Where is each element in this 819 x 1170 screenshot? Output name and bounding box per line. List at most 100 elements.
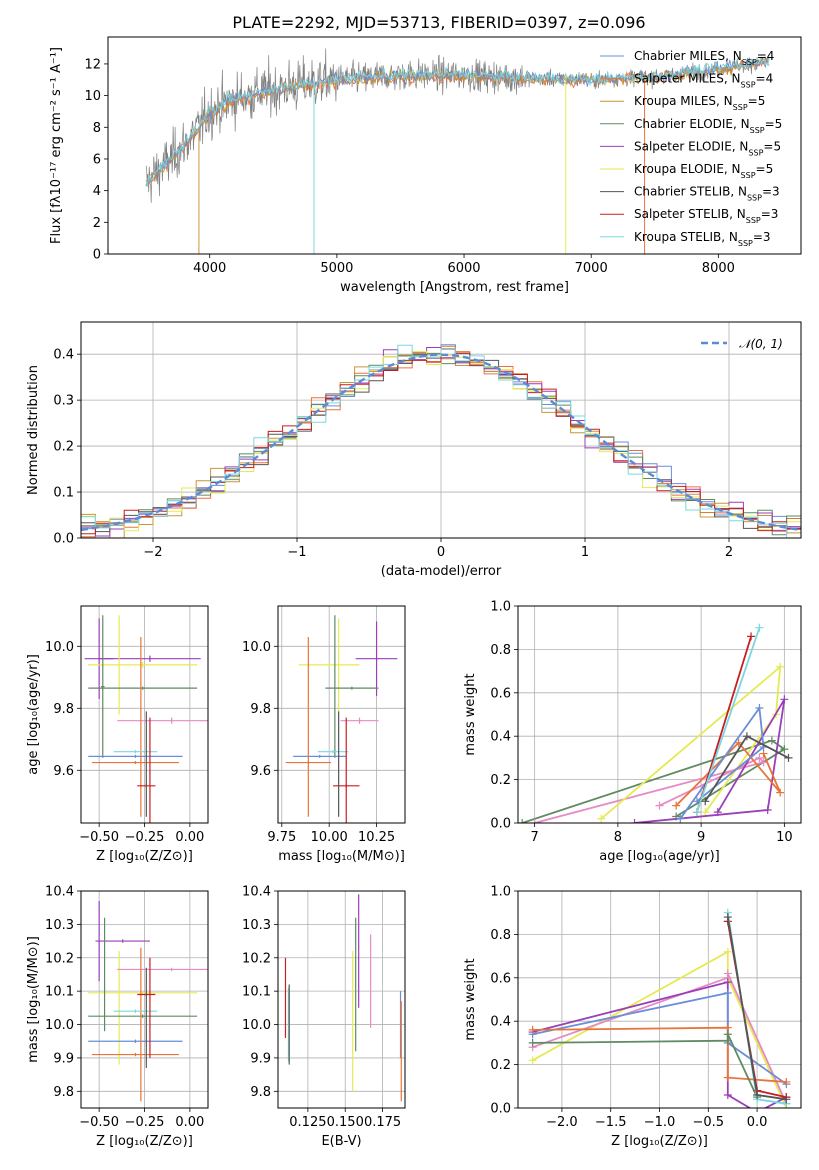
x-tick-label: −2.0 <box>546 1115 578 1130</box>
weight-marker <box>782 1095 791 1104</box>
y-tick-label: 4 <box>93 184 101 199</box>
mass-vs-ebv-panel: 0.125 0.150 0.175 9.8 9.9 10.0 10.1 10.2 10.3 10.… <box>242 885 406 1149</box>
weight-line <box>532 1026 787 1083</box>
legend-label: Salpeter STELIB, NSSP=3 <box>634 207 778 225</box>
axes-frame <box>517 605 802 824</box>
weight-marker <box>713 808 722 817</box>
axes-frame <box>80 321 802 539</box>
y-tick-label: 10 <box>84 89 101 104</box>
weight-marker <box>630 819 639 823</box>
y-tick-label: 0.0 <box>490 1102 511 1117</box>
x-tick-label: 4000 <box>193 261 226 276</box>
y-tick-label: 10.1 <box>242 985 271 1000</box>
x-axis-label: mass [log₁₀(M/M⊙)] <box>278 849 405 864</box>
y-tick-label: 10.3 <box>242 918 271 933</box>
weight-marker <box>701 808 710 817</box>
mass-vs-z-panel: −0.50 −0.25 0.00 9.8 9.9 10.0 10.1 10.2 10.3 10.4… <box>26 885 209 1149</box>
y-tick-label: 0.3 <box>53 394 74 409</box>
weight-marker <box>747 632 756 641</box>
weight-marker <box>780 745 789 754</box>
weight-marker <box>755 753 764 762</box>
y-tick-label: 0.0 <box>490 817 511 832</box>
x-axis-label: wavelength [Angstrom, rest frame] <box>340 280 569 295</box>
weight-marker <box>723 969 732 978</box>
errorbar-area <box>88 901 208 1102</box>
weight-marker <box>528 1038 537 1047</box>
y-tick-label: 0.6 <box>490 686 511 701</box>
y-tick-label: 6 <box>93 152 101 167</box>
figure-title: PLATE=2292, MJD=53713, FIBERID=0397, z=0… <box>232 13 645 32</box>
y-tick-label: 0.4 <box>490 730 511 745</box>
x-tick-label: 0.150 <box>327 1115 364 1130</box>
weight-marker <box>530 819 539 823</box>
age-vs-mass-panel: 9.75 10.00 10.25 9.6 9.8 10.0 mass [log₁₀(M/M⊙… <box>242 605 406 864</box>
weight-marker <box>723 913 732 922</box>
y-tick-label: 12 <box>84 57 101 72</box>
axes-frame <box>80 890 209 1109</box>
weight-marker <box>776 662 785 671</box>
weight-marker <box>723 1030 732 1039</box>
y-tick-label: 10.4 <box>45 885 74 900</box>
x-tick-label: −0.50 <box>79 1115 119 1130</box>
weight-marker <box>767 736 776 745</box>
y-tick-label: 1.0 <box>490 600 511 615</box>
x-tick-label: 10.00 <box>311 830 348 845</box>
weight-line <box>675 741 782 807</box>
y-tick-label: 0.1 <box>53 486 74 501</box>
x-axis-label: Z [log₁₀(Z/Z⊙)] <box>96 849 193 864</box>
y-tick-label: 9.8 <box>53 702 74 717</box>
weight-marker <box>518 819 527 823</box>
y-tick-label: 1.0 <box>490 885 511 900</box>
x-axis-label: E(B-V) <box>321 1134 361 1149</box>
x-tick-label: 0.175 <box>364 1115 401 1130</box>
weight-marker <box>701 797 710 806</box>
weight-marker <box>780 695 789 704</box>
y-tick-label: 0.2 <box>490 773 511 788</box>
legend-label: Salpeter MILES, NSSP=4 <box>634 72 773 90</box>
y-tick-label: 8 <box>93 121 101 136</box>
errorbar-area <box>84 615 208 823</box>
weight-marker <box>723 1090 732 1099</box>
legend-label: Chabrier STELIB, NSSP=3 <box>634 185 780 203</box>
x-tick-label: 9.75 <box>267 830 296 845</box>
y-tick-label: 9.8 <box>250 702 271 717</box>
age-vs-z-panel: −0.50 −0.25 0.00 9.6 9.8 10.0 Z [log₁₀(Z/Z⊙)] a… <box>26 605 209 864</box>
y-tick-label: 10.0 <box>242 640 271 655</box>
legend-label: Chabrier MILES, NSSP=4 <box>634 49 774 67</box>
x-tick-label: 0.125 <box>289 1115 326 1130</box>
y-tick-label: 0.6 <box>490 971 511 986</box>
y-tick-label: 10.2 <box>45 951 74 966</box>
legend-label: Salpeter ELODIE, NSSP=5 <box>634 139 781 157</box>
x-tick-label: 0.00 <box>175 830 204 845</box>
y-tick-label: 0.2 <box>53 440 74 455</box>
weight-line <box>679 705 765 820</box>
weight-marker <box>597 814 606 823</box>
y-axis-label: mass [log₁₀(M/M⊙)] <box>26 936 41 1063</box>
weight-line <box>532 950 788 1108</box>
weight-marker <box>753 1090 762 1099</box>
y-axis-label: mass weight <box>463 673 478 755</box>
y-tick-label: 9.6 <box>250 764 271 779</box>
y-tick-label: 0.8 <box>490 928 511 943</box>
y-tick-label: 0.4 <box>53 348 74 363</box>
x-axis-label: Z [log₁₀(Z/Z⊙)] <box>611 1134 708 1149</box>
weight-marker <box>692 808 701 817</box>
x-tick-label: 8000 <box>702 261 735 276</box>
y-tick-label: 0.4 <box>490 1015 511 1030</box>
y-tick-label: 10.0 <box>242 1018 271 1033</box>
x-tick-label: 9 <box>697 830 705 845</box>
y-tick-label: 9.9 <box>53 1051 74 1066</box>
y-tick-label: 0.0 <box>53 532 74 547</box>
x-tick-label: 8 <box>614 830 622 845</box>
errorbar-area <box>285 615 398 823</box>
x-tick-label: 10.25 <box>358 830 395 845</box>
y-tick-label: 10.4 <box>242 885 271 900</box>
x-axis-label: (data-model)/error <box>381 564 502 579</box>
x-tick-label: −0.50 <box>79 830 119 845</box>
legend-label: Kroupa ELODIE, NSSP=5 <box>634 162 773 180</box>
x-tick-label: 0 <box>437 545 445 560</box>
y-tick-label: 10.0 <box>45 640 74 655</box>
line-area <box>528 908 791 1108</box>
axes-frame <box>277 605 406 824</box>
